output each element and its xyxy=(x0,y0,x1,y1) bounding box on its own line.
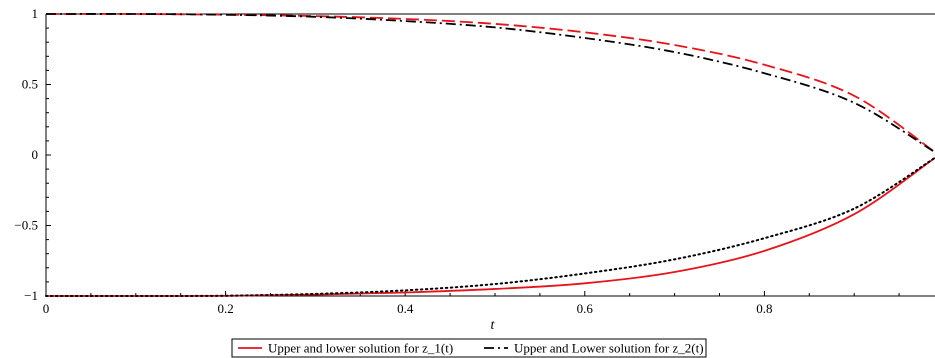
y-tick-label: 1 xyxy=(32,6,39,21)
y-tick-label: −0.5 xyxy=(14,218,38,233)
series-line-1-solid xyxy=(45,157,935,297)
y-tick-label: −1 xyxy=(24,288,38,303)
series-line-2-dashed xyxy=(45,13,935,153)
series-line-4-dotted xyxy=(45,156,935,298)
x-tick-label: 0.2 xyxy=(217,301,233,316)
ticks: −1 −0.5 0 0.5 1 0 0.2 0.4 0.6 0.8 xyxy=(14,6,900,316)
x-tick-label: 0.8 xyxy=(756,301,772,316)
x-axis-label: t xyxy=(491,318,496,333)
legend-box xyxy=(231,338,707,358)
x-tick-label: 0.6 xyxy=(577,301,594,316)
y-tick-label: 0 xyxy=(32,147,39,162)
y-tick-label: 0.5 xyxy=(22,77,38,92)
legend: Upper and lower solution for z_1(t) Upper… xyxy=(231,338,707,358)
series-lines xyxy=(45,13,935,298)
x-tick-label: 0.4 xyxy=(397,301,414,316)
legend-label-2: Upper and Lower solution for z_2(t) xyxy=(514,341,704,356)
axes xyxy=(45,13,935,297)
x-tick-label: 0 xyxy=(43,301,50,316)
series-line-3-dashdot xyxy=(45,13,935,153)
legend-label-1: Upper and lower solution for z_1(t) xyxy=(268,341,453,356)
